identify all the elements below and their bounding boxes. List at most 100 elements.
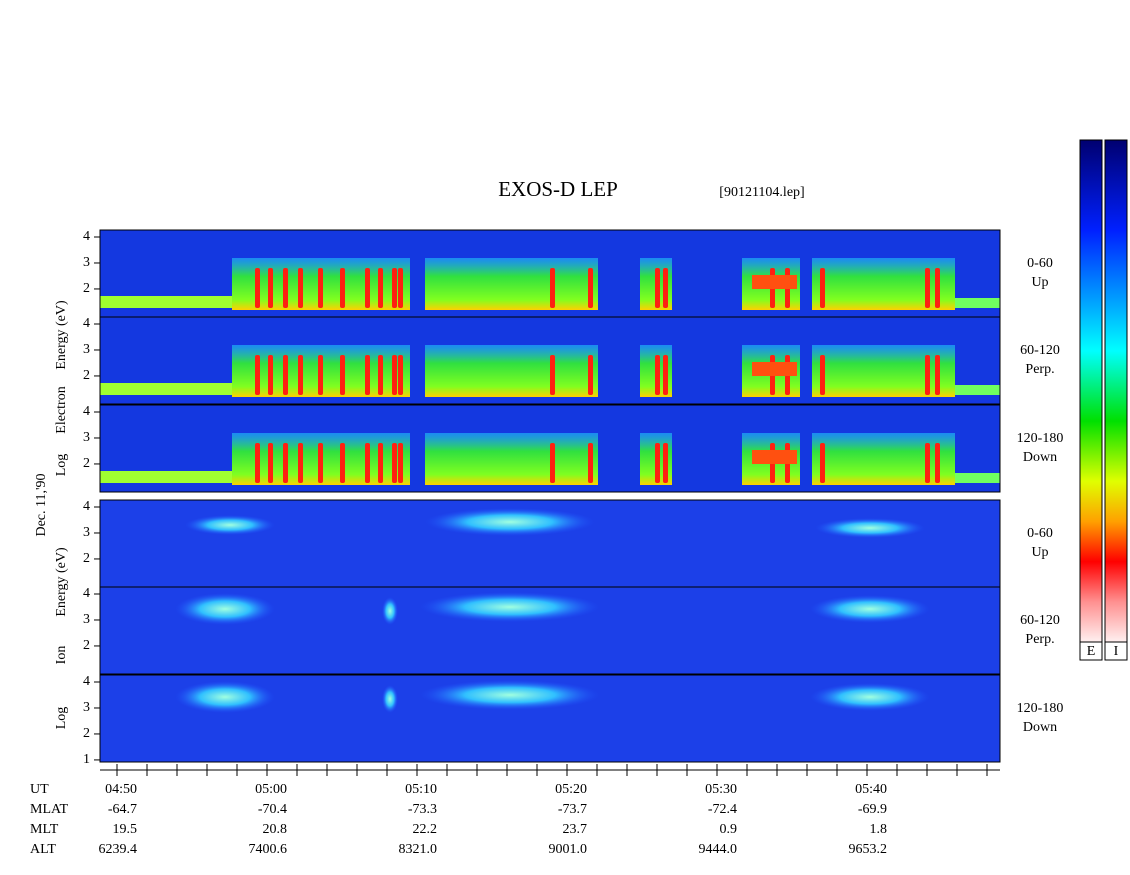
direction: Perp.	[1025, 362, 1054, 377]
electron-peak	[820, 355, 825, 395]
ion-flux	[420, 592, 600, 622]
electron-peak	[255, 355, 260, 395]
orbit-value: -72.4	[708, 802, 737, 817]
electron-peak	[752, 275, 797, 289]
panel-frame	[99, 316, 1001, 405]
electron-peak	[820, 443, 825, 483]
color-bar-label-box	[1104, 641, 1128, 661]
electron-peak	[550, 268, 555, 308]
pitch-angle: 60-120	[1020, 613, 1060, 628]
electron-peak	[925, 268, 930, 308]
orbit-row-label: MLAT	[30, 802, 69, 817]
electron-peak	[283, 268, 288, 308]
orbit-value: 7400.6	[249, 842, 288, 857]
electron-peak	[318, 355, 323, 395]
orbit-value: 9653.2	[849, 842, 888, 857]
electron-peak	[550, 355, 555, 395]
orbit-row-label: ALT	[30, 842, 56, 857]
electron-peak	[318, 268, 323, 308]
orbit-value: -69.9	[858, 802, 887, 817]
spectrogram-panel	[99, 499, 1001, 588]
direction: Down	[1023, 450, 1057, 465]
electron-peak	[268, 443, 273, 483]
y-tick-label: 2	[83, 281, 90, 296]
electron-peak	[365, 355, 370, 395]
electron-peak	[378, 355, 383, 395]
orbit-value: 1.8	[870, 822, 888, 837]
panel-frame	[99, 674, 1001, 763]
low-energy-band	[955, 385, 1000, 395]
electron-peak	[255, 443, 260, 483]
electron-peak	[392, 443, 397, 483]
ion-flux	[175, 681, 275, 713]
electron-peak	[268, 268, 273, 308]
orbit-row-label: UT	[30, 782, 49, 797]
electron-peak	[655, 268, 660, 308]
electron-peak	[935, 268, 940, 308]
electron-peak	[283, 355, 288, 395]
y-tick-label: 4	[83, 316, 90, 331]
electron-peak	[588, 355, 593, 395]
orbit-value: 05:20	[555, 782, 587, 797]
electron-peak	[398, 443, 403, 483]
electron-peak	[318, 443, 323, 483]
low-energy-band	[955, 298, 1000, 308]
panel-frame	[99, 586, 1001, 675]
y-tick-label: 2	[83, 726, 90, 741]
orbit-value: 9444.0	[699, 842, 738, 857]
y-axis-label: Energy (eV)	[54, 300, 69, 370]
y-tick-label: 4	[83, 499, 90, 514]
electron-peak	[378, 443, 383, 483]
electron-peak	[820, 268, 825, 308]
y-tick-label: 2	[83, 368, 90, 383]
electron-peak	[663, 443, 668, 483]
title: EXOS-D LEP	[498, 177, 618, 201]
low-energy-band	[100, 471, 235, 483]
orbit-value: 22.2	[413, 822, 438, 837]
orbit-value: 9001.0	[549, 842, 588, 857]
y-tick-label: 3	[83, 700, 90, 715]
electron-peak	[655, 443, 660, 483]
orbit-value: 05:10	[405, 782, 437, 797]
orbit-value: 6239.4	[99, 842, 138, 857]
y-axis-label: Log	[54, 454, 69, 477]
electron-peak	[935, 355, 940, 395]
electron-peak	[925, 443, 930, 483]
color-bar-label-box	[1079, 641, 1103, 661]
electron-flux	[812, 345, 955, 397]
low-energy-band	[955, 473, 1000, 483]
electron-peak	[752, 362, 797, 376]
electron-peak	[365, 268, 370, 308]
y-tick-label: 3	[83, 612, 90, 627]
direction: Perp.	[1025, 632, 1054, 647]
orbit-value: -70.4	[258, 802, 287, 817]
y-axis-label: Ion	[54, 646, 69, 665]
pitch-angle: 120-180	[1017, 431, 1064, 446]
y-tick-label: 1	[83, 752, 90, 767]
electron-peak	[340, 355, 345, 395]
ion-flux	[175, 593, 275, 625]
electron-peak	[365, 443, 370, 483]
electron-peak	[298, 443, 303, 483]
panel-frame	[99, 404, 1001, 493]
y-tick-label: 3	[83, 430, 90, 445]
orbit-value: 23.7	[563, 822, 588, 837]
ion-flux	[420, 680, 600, 710]
orbit-value: -64.7	[108, 802, 137, 817]
electron-peak	[935, 443, 940, 483]
y-tick-label: 2	[83, 638, 90, 653]
electron-peak	[588, 268, 593, 308]
direction: Down	[1023, 720, 1057, 735]
y-tick-label: 3	[83, 342, 90, 357]
y-tick-label: 4	[83, 404, 90, 419]
orbit-value: 05:30	[705, 782, 737, 797]
electron-peak	[340, 443, 345, 483]
low-energy-band	[100, 383, 235, 395]
spectrogram-panel	[99, 586, 1001, 675]
electron-peak	[283, 443, 288, 483]
ion-flux	[810, 683, 930, 711]
electron-flux	[812, 258, 955, 310]
y-tick-label: 4	[83, 674, 90, 689]
y-tick-label: 4	[83, 586, 90, 601]
